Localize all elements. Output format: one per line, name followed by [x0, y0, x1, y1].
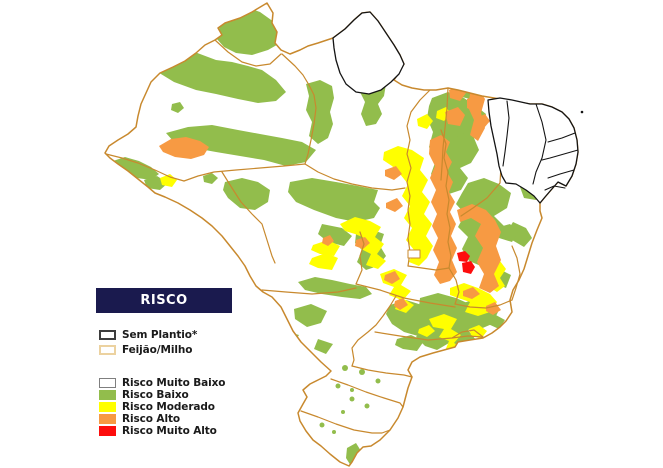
- legend-item-risco-alto: Risco Alto: [99, 413, 180, 425]
- sem-plantio-label: Sem Plantio*: [122, 329, 198, 341]
- risk-muito-alto-regions: [457, 251, 475, 274]
- risco-alto-label: Risco Alto: [122, 413, 180, 425]
- feijao-milho-label: Feijão/Milho: [122, 344, 193, 356]
- risco-alto-swatch: [99, 414, 116, 424]
- state-amapa: [332, 11, 405, 95]
- risco-muito-baixo-swatch: [99, 378, 116, 388]
- states-nordeste: [487, 97, 579, 204]
- country-outline: [104, 2, 579, 467]
- risco-moderado-label: Risco Moderado: [122, 401, 215, 413]
- legend-item-risco-moderado: Risco Moderado: [99, 401, 215, 413]
- legend-item-sem-plantio: Sem Plantio*: [99, 329, 197, 341]
- legend-item-feijao-milho: Feijão/Milho: [99, 344, 192, 356]
- feijao-milho-swatch: [99, 345, 116, 355]
- sem-plantio-swatch: [99, 330, 116, 340]
- legend-item-risco-muito-alto: Risco Muito Alto: [99, 425, 217, 437]
- legend-item-risco-baixo: Risco Baixo: [99, 389, 189, 401]
- risco-baixo-label: Risco Baixo: [122, 389, 189, 401]
- risk-alto-regions: [159, 60, 501, 315]
- risco-muito-alto-label: Risco Muito Alto: [122, 425, 217, 437]
- nordeste-internal-borders: [502, 100, 579, 191]
- risco-muito-baixo-label: Risco Muito Baixo: [122, 377, 226, 389]
- legend-title: RISCO: [96, 288, 232, 313]
- risco-baixo-swatch: [99, 390, 116, 400]
- risco-moderado-swatch: [99, 402, 116, 412]
- legend-item-risco-muito-baixo: Risco Muito Baixo: [99, 377, 226, 389]
- risco-muito-alto-swatch: [99, 426, 116, 436]
- no-plant-states: [332, 11, 584, 204]
- island-dot: [580, 110, 584, 114]
